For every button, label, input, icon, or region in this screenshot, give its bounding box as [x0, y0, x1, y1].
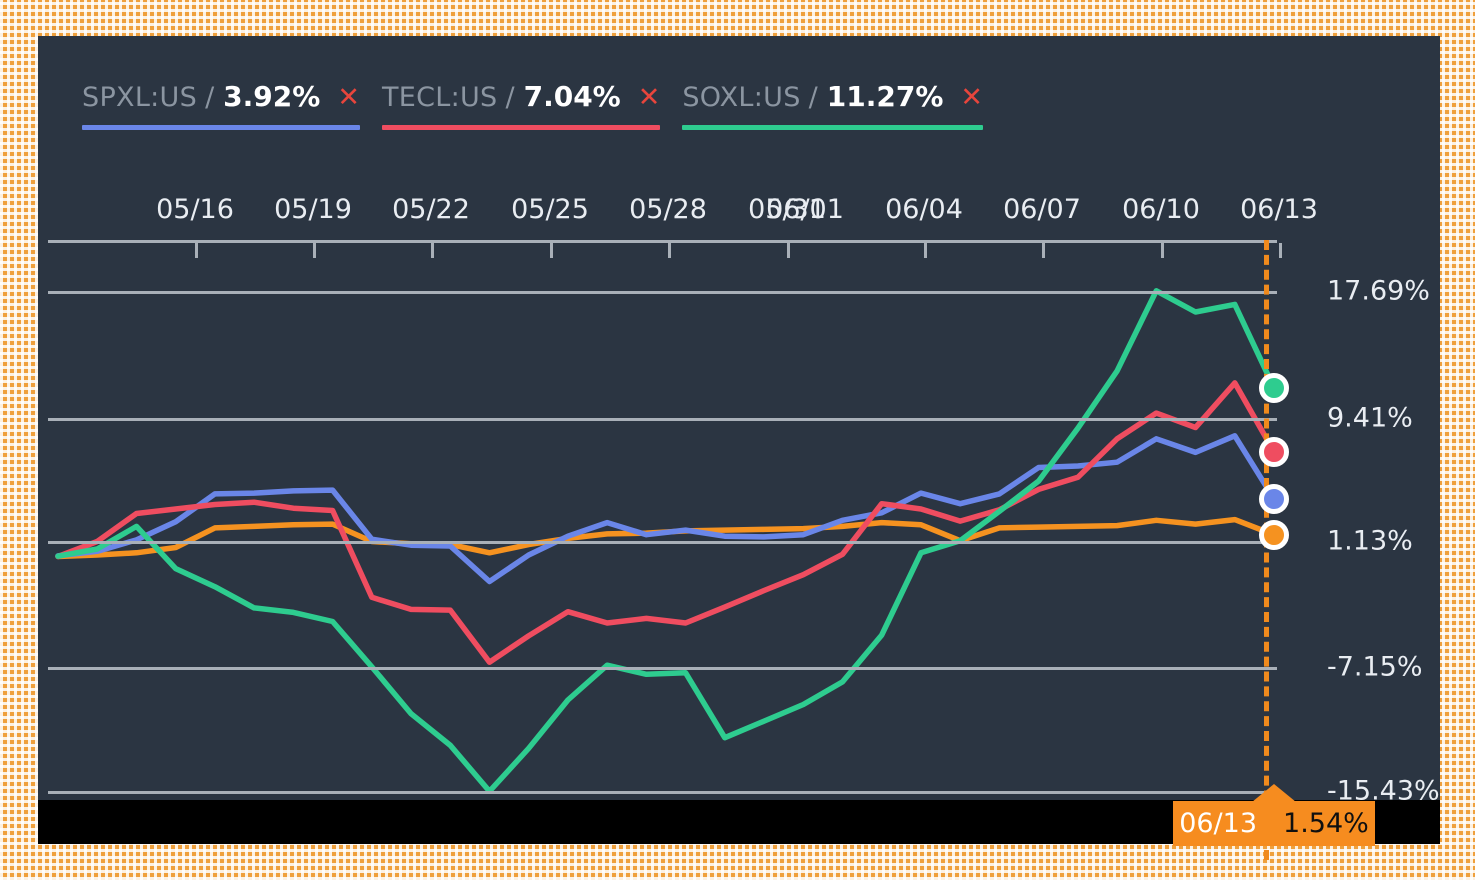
- legend-remove-icon-1[interactable]: ✕: [637, 82, 661, 113]
- legend-item-0[interactable]: SPXL:US / 3.92% ✕: [82, 80, 360, 134]
- legend-ticker-1: TECL:US: [381, 82, 498, 113]
- legend-separator-0: /: [205, 82, 215, 113]
- x-tick-label-5: 05/31: [748, 194, 826, 225]
- crosshair-vertical-line: [1264, 240, 1269, 860]
- legend-item-1[interactable]: TECL:US / 7.04% ✕: [381, 80, 661, 134]
- x-tick-label-7: 06/04: [885, 194, 963, 225]
- x-tick-label-0: 05/16: [156, 194, 234, 225]
- tooltip-value: 1.54%: [1283, 808, 1369, 839]
- tooltip-date: 06/13: [1179, 808, 1258, 839]
- y-tick-label-3: -7.15%: [1327, 651, 1423, 683]
- x-tick-mark-3: [550, 243, 553, 258]
- gridline-4: [48, 791, 1277, 794]
- x-tick-label-8: 06/07: [1003, 194, 1081, 225]
- legend: SPXL:US / 3.92% ✕ TECL:US / 7.04% ✕ SO: [82, 80, 1005, 134]
- end-marker-TECL:US: [1259, 436, 1289, 467]
- x-axis-labels: 05/16 05/19 05/22 05/25 05/28 05/31 06/01 06/04…: [38, 194, 1440, 234]
- cursor-tooltip: 06/13 1.54%: [1173, 801, 1375, 846]
- series-line-series-4: [55, 516, 1277, 560]
- x-tick-mark-9: [1161, 243, 1164, 258]
- series-lines: [55, 288, 1277, 795]
- x-tick-mark-8: [1042, 243, 1045, 258]
- end-marker-SOXL:US: [1259, 372, 1289, 403]
- x-tick-mark-4: [668, 243, 671, 258]
- y-tick-label-1: 9.41%: [1327, 402, 1413, 434]
- gridline-0: [48, 291, 1277, 294]
- chart-panel: SPXL:US / 3.92% ✕ TECL:US / 7.04% ✕ SO: [38, 36, 1440, 860]
- legend-value-1: 7.04%: [523, 80, 621, 113]
- x-tick-mark-2: [431, 243, 434, 258]
- x-tick-label-9: 06/10: [1122, 194, 1200, 225]
- x-tick-label-2: 05/22: [392, 194, 470, 225]
- x-tick-label-3: 05/25: [511, 194, 589, 225]
- x-tick-mark-10: [1279, 243, 1282, 258]
- y-tick-label-2: 1.13%: [1327, 525, 1413, 557]
- x-tick-mark-0: [195, 243, 198, 258]
- series-line-TECL:US: [55, 380, 1277, 665]
- tooltip-arrow: [1252, 784, 1296, 802]
- legend-separator-1: /: [505, 82, 515, 113]
- legend-remove-icon-0[interactable]: ✕: [337, 82, 360, 113]
- end-marker-series-4: [1259, 519, 1289, 550]
- series-line-SOXL:US: [55, 288, 1277, 795]
- legend-item-2[interactable]: SOXL:US / 11.27% ✕: [682, 80, 984, 134]
- series-line-SPXL:US: [55, 433, 1277, 585]
- legend-ticker-2: SOXL:US: [682, 82, 801, 113]
- legend-ticker-0: SPXL:US: [82, 82, 198, 113]
- y-tick-label-0: 17.69%: [1327, 275, 1430, 307]
- legend-value-2: 11.27%: [826, 80, 944, 113]
- gridline-3: [48, 667, 1277, 670]
- x-tick-label-1: 05/19: [274, 194, 352, 225]
- plot-area[interactable]: [48, 203, 1282, 803]
- legend-color-bar-0: [82, 125, 360, 130]
- x-tick-label-10: 06/13: [1240, 194, 1318, 225]
- end-marker-SPXL:US: [1259, 483, 1289, 514]
- x-tick-mark-7: [924, 243, 927, 258]
- x-tick-mark-1: [313, 243, 316, 258]
- legend-remove-icon-2[interactable]: ✕: [960, 82, 984, 113]
- legend-separator-2: /: [808, 82, 818, 113]
- x-tick-mark-5: [787, 243, 790, 258]
- x-tick-label-4: 05/28: [629, 194, 707, 225]
- axis-top-line: [48, 240, 1277, 243]
- gridline-2: [48, 541, 1277, 544]
- x-tick-label-6: 06/01: [766, 194, 844, 225]
- legend-value-0: 3.92%: [223, 80, 321, 113]
- legend-color-bar-1: [381, 125, 661, 130]
- legend-color-bar-2: [682, 125, 984, 130]
- gridline-1: [48, 418, 1277, 421]
